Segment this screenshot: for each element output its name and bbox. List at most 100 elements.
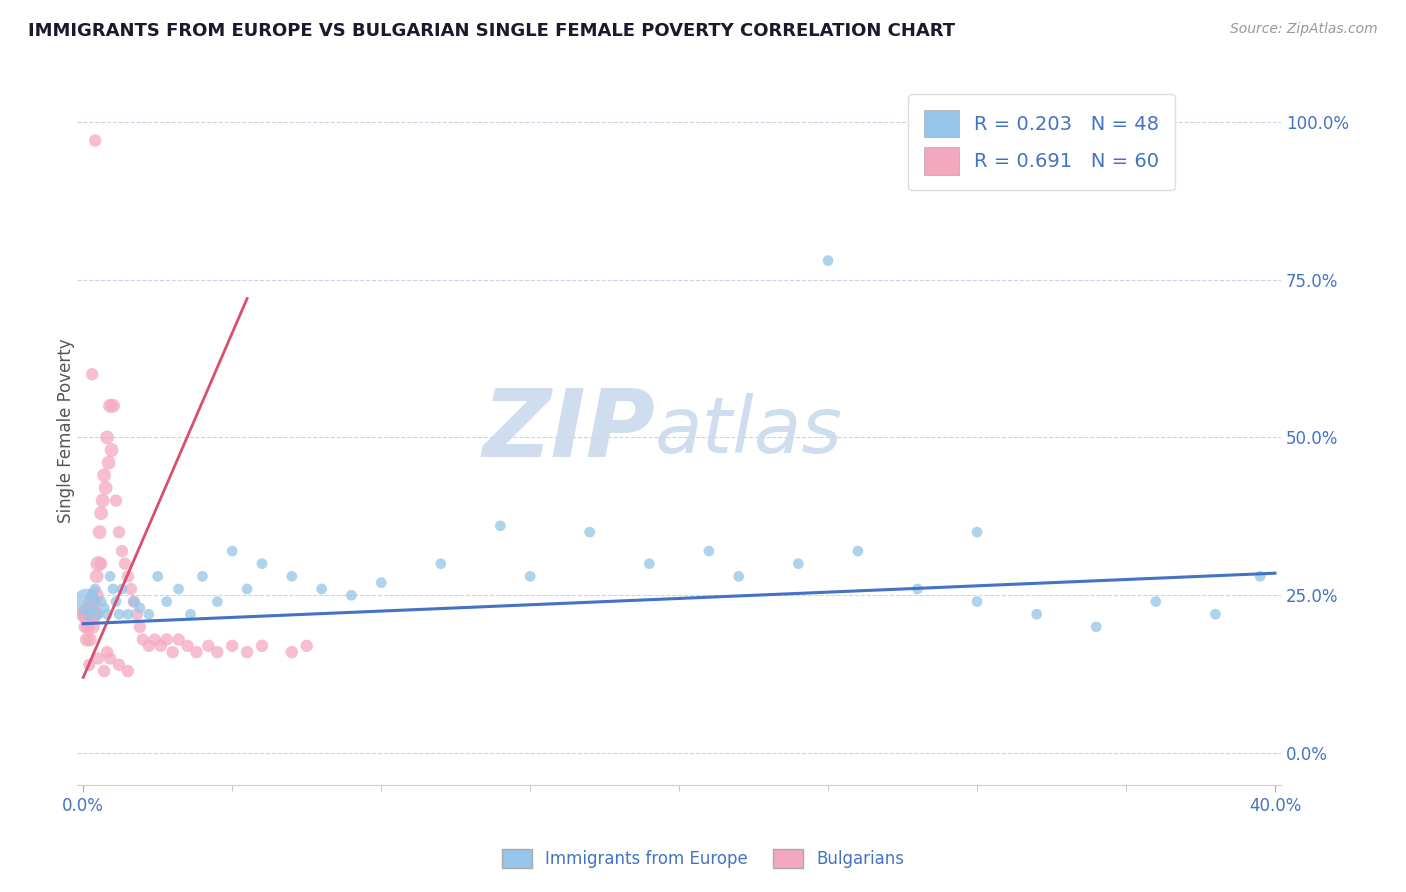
Point xyxy=(179,607,201,622)
Point xyxy=(1025,607,1047,622)
Point xyxy=(98,651,121,665)
Point xyxy=(370,575,392,590)
Point xyxy=(82,368,104,382)
Point xyxy=(96,645,118,659)
Point xyxy=(128,620,150,634)
Point xyxy=(86,569,108,583)
Point xyxy=(191,569,214,583)
Y-axis label: Single Female Poverty: Single Female Poverty xyxy=(58,339,75,524)
Point xyxy=(84,588,107,602)
Point xyxy=(108,657,131,672)
Point xyxy=(90,557,112,571)
Point xyxy=(89,525,111,540)
Point xyxy=(207,645,229,659)
Point xyxy=(250,639,273,653)
Point xyxy=(73,607,96,622)
Point xyxy=(76,620,98,634)
Point xyxy=(75,607,97,622)
Legend: R = 0.203   N = 48, R = 0.691   N = 60: R = 0.203 N = 48, R = 0.691 N = 60 xyxy=(908,95,1175,190)
Point xyxy=(162,645,184,659)
Point xyxy=(94,481,117,495)
Point xyxy=(281,569,304,583)
Point xyxy=(787,557,810,571)
Point xyxy=(846,544,869,558)
Point xyxy=(638,557,661,571)
Point xyxy=(125,607,148,622)
Point xyxy=(98,569,121,583)
Point xyxy=(93,664,115,678)
Point xyxy=(966,525,988,540)
Point xyxy=(91,493,114,508)
Point xyxy=(73,620,96,634)
Point xyxy=(100,443,122,458)
Point xyxy=(82,588,104,602)
Point xyxy=(83,607,105,622)
Point xyxy=(87,557,110,571)
Point xyxy=(519,569,541,583)
Point xyxy=(93,601,115,615)
Point xyxy=(77,607,100,622)
Point xyxy=(90,506,112,520)
Point xyxy=(281,645,304,659)
Point xyxy=(1204,607,1226,622)
Point xyxy=(143,632,166,647)
Point xyxy=(122,594,145,608)
Point xyxy=(138,607,160,622)
Point xyxy=(75,594,97,608)
Point xyxy=(167,632,190,647)
Point xyxy=(80,607,103,622)
Point xyxy=(156,594,179,608)
Text: IMMIGRANTS FROM EUROPE VS BULGARIAN SINGLE FEMALE POVERTY CORRELATION CHART: IMMIGRANTS FROM EUROPE VS BULGARIAN SING… xyxy=(28,22,955,40)
Point xyxy=(101,582,124,596)
Point xyxy=(97,456,120,470)
Point xyxy=(295,639,318,653)
Point xyxy=(101,399,124,413)
Point xyxy=(90,594,112,608)
Point xyxy=(84,582,107,596)
Point xyxy=(111,582,134,596)
Point xyxy=(114,557,136,571)
Point xyxy=(108,525,131,540)
Point xyxy=(87,607,110,622)
Point xyxy=(236,582,259,596)
Point xyxy=(105,594,128,608)
Point xyxy=(105,493,128,508)
Point xyxy=(156,632,179,647)
Point xyxy=(87,651,110,665)
Point xyxy=(186,645,208,659)
Text: Source: ZipAtlas.com: Source: ZipAtlas.com xyxy=(1230,22,1378,37)
Point xyxy=(727,569,749,583)
Point xyxy=(120,582,142,596)
Point xyxy=(132,632,155,647)
Point xyxy=(1249,569,1271,583)
Point xyxy=(84,607,107,622)
Point xyxy=(966,594,988,608)
Point xyxy=(96,607,118,622)
Point xyxy=(77,657,100,672)
Point xyxy=(167,582,190,596)
Point xyxy=(221,544,243,558)
Text: atlas: atlas xyxy=(655,393,844,469)
Point xyxy=(117,569,139,583)
Point xyxy=(340,588,363,602)
Point xyxy=(250,557,273,571)
Point xyxy=(111,544,134,558)
Text: ZIP: ZIP xyxy=(482,385,655,477)
Point xyxy=(311,582,333,596)
Point xyxy=(197,639,219,653)
Point xyxy=(76,632,98,647)
Point xyxy=(77,607,100,622)
Point xyxy=(697,544,720,558)
Point xyxy=(82,620,104,634)
Point xyxy=(149,639,172,653)
Point xyxy=(108,607,131,622)
Point xyxy=(817,253,839,268)
Point xyxy=(207,594,229,608)
Point xyxy=(93,468,115,483)
Point xyxy=(82,594,104,608)
Point xyxy=(138,639,160,653)
Point xyxy=(236,645,259,659)
Point xyxy=(79,632,101,647)
Point xyxy=(84,134,107,148)
Point xyxy=(176,639,198,653)
